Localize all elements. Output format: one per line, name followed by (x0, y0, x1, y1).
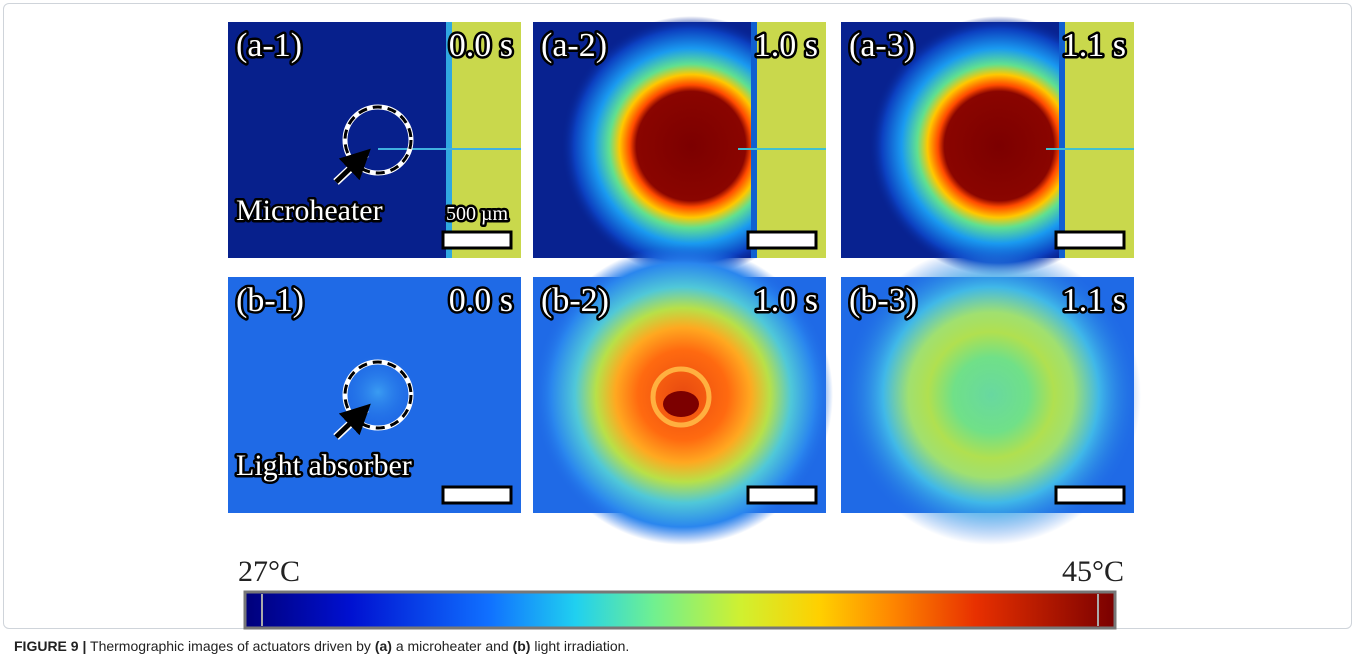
caption-bold: (b) (513, 638, 531, 654)
caption-text: a microheater and (396, 638, 509, 654)
time-label: 1.1 s (1062, 27, 1126, 64)
time-label: 1.1 s (1062, 282, 1126, 319)
scale-bar (1056, 487, 1124, 503)
figure-number: FIGURE 9 | (14, 638, 86, 654)
time-label: 0.0 s (449, 27, 513, 64)
caption-text: light irradiation. (534, 638, 629, 654)
scale-bar (748, 232, 816, 248)
caption-bold: (a) (375, 638, 392, 654)
panel-label: (b-2) (541, 282, 609, 319)
annotation: Microheater (236, 194, 383, 227)
scale-bar (443, 232, 511, 248)
hot-spot (663, 391, 699, 417)
time-label: 1.0 s (754, 282, 818, 319)
scale-bar (748, 487, 816, 503)
thermal-panel: (a-2) 1.0 s (533, 16, 826, 276)
caption-text: Thermographic images of actuators driven… (90, 638, 371, 654)
time-label: 0.0 s (449, 282, 513, 319)
panel-label: (a-2) (541, 27, 607, 64)
caption: FIGURE 9 | Thermographic images of actua… (14, 638, 629, 654)
thermal-panel: (b-3) 1.1 s (841, 245, 1141, 545)
panel-label: (a-1) (236, 27, 302, 64)
panel-label: (b-3) (849, 282, 917, 319)
time-label: 1.0 s (754, 27, 818, 64)
scale-bar (443, 487, 511, 503)
page: 27°C 45°C (a-1)0.0 sMicroheater500 µm(a-… (0, 0, 1357, 666)
scale-bar (1056, 232, 1124, 248)
thermal-panel: (b-1) 0.0 s Light absorber (228, 277, 521, 513)
scale-bar-label: 500 µm (446, 203, 509, 225)
thermal-panel: (a-3) 1.1 s (841, 16, 1134, 276)
colorbar-min-label: 27°C (238, 555, 300, 588)
panel-label: (a-3) (849, 27, 915, 64)
colorbar-max-label: 45°C (1062, 555, 1124, 588)
annotation: Light absorber (236, 449, 412, 482)
thermal-panel: (a-1) 0.0 s Microheater 500 µm (228, 22, 521, 258)
panel-label: (b-1) (236, 282, 304, 319)
colorbar (245, 592, 1115, 628)
thermal-panel: (b-2) 1.0 s (533, 245, 833, 545)
